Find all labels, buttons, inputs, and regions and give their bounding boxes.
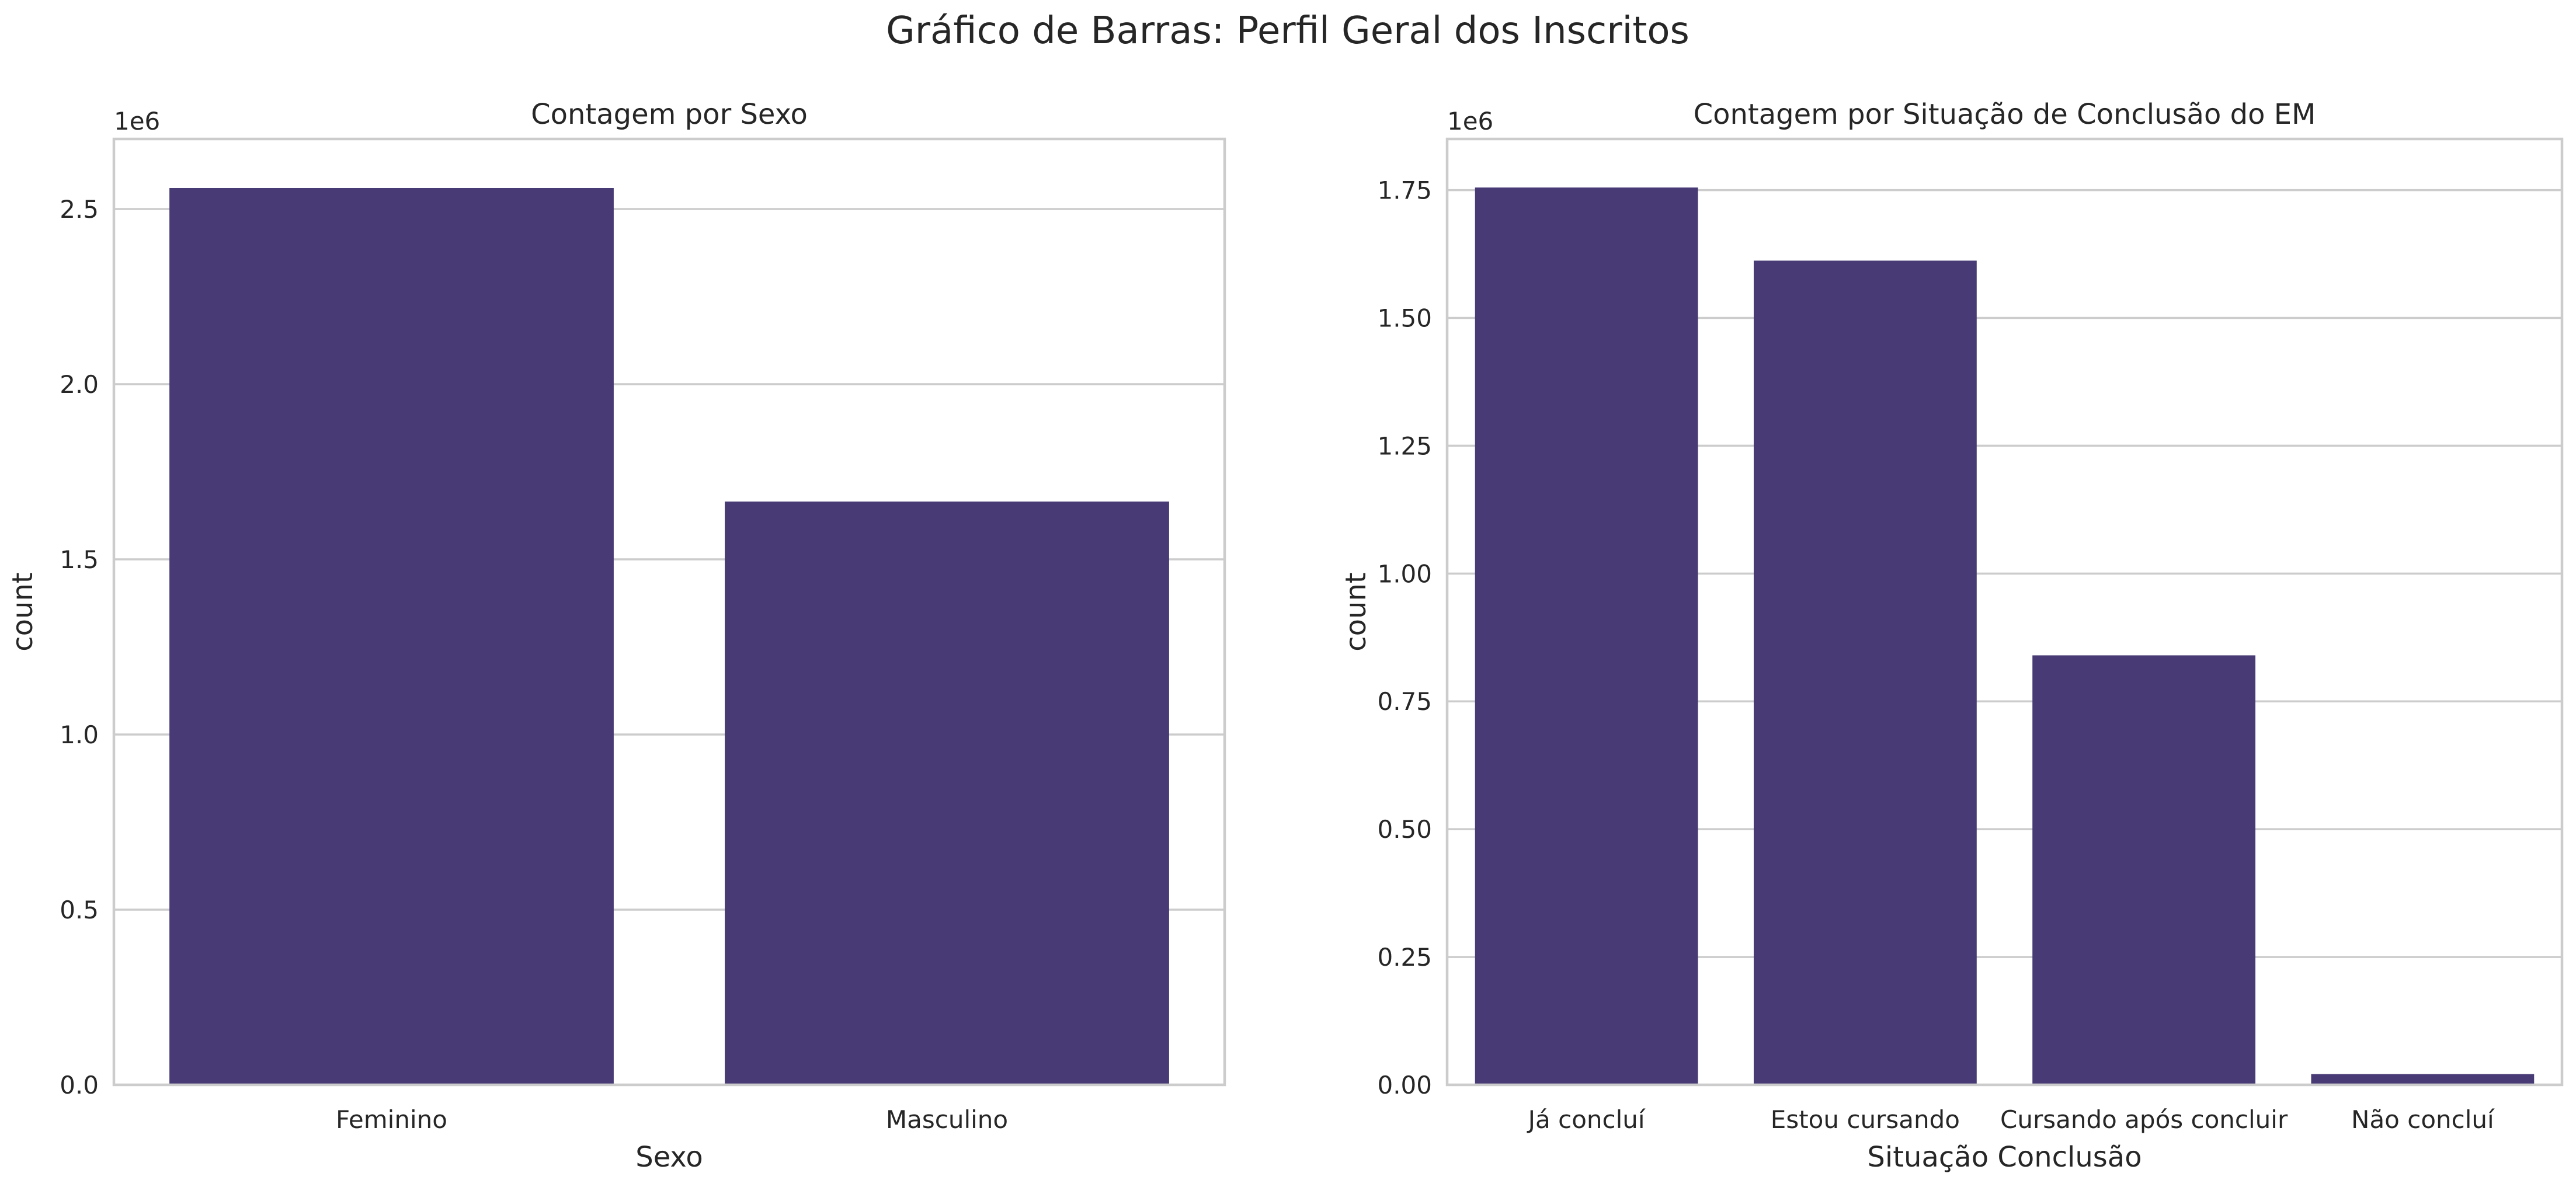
- y-axis-label: count: [1340, 572, 1372, 651]
- y-tick-label: 1.25: [1377, 431, 1432, 460]
- y-tick-label: 0.0: [60, 1071, 99, 1099]
- y-axis-label: count: [6, 572, 39, 651]
- y-tick-label: 1.50: [1377, 304, 1432, 332]
- y-tick-label: 1.00: [1377, 559, 1432, 588]
- x-tick-label: Masculino: [886, 1105, 1008, 1134]
- y-tick-label: 0.5: [60, 896, 99, 924]
- y-tick-label: 0.50: [1377, 815, 1432, 844]
- chart-title: Contagem por Sexo: [531, 98, 808, 131]
- x-tick-label: Já concluí: [1527, 1105, 1646, 1134]
- chart-title: Contagem por Situação de Conclusão do EM: [1694, 98, 2316, 131]
- x-axis-label: Situação Conclusão: [1867, 1141, 2142, 1174]
- y-offset-label: 1e6: [1447, 107, 1493, 135]
- x-tick-label: Cursando após concluir: [2000, 1105, 2288, 1134]
- x-axis-label: Sexo: [635, 1141, 703, 1174]
- y-tick-label: 2.5: [60, 195, 99, 224]
- axes-frame: [112, 137, 1226, 1087]
- y-tick-label: 1.0: [60, 720, 99, 749]
- bar: [2311, 1074, 2535, 1085]
- y-tick-label: 1.75: [1377, 176, 1432, 205]
- x-tick-label: Estou cursando: [1771, 1105, 1960, 1134]
- x-tick-label: Feminino: [336, 1105, 447, 1134]
- bar: [1475, 187, 1698, 1085]
- chart-panel-situacao-conclusao: 0.00 0.25 0.50 0.75 1.00 1.25 1.50 1.75 Já concl…: [1340, 98, 2564, 1174]
- bar: [725, 502, 1169, 1085]
- y-tick-label: 0.25: [1377, 943, 1432, 972]
- y-tick-label: 0.00: [1377, 1071, 1432, 1099]
- axes-frame: [1445, 137, 2564, 1087]
- x-tick-label: Não concluí: [2351, 1105, 2495, 1134]
- y-tick-label: 0.75: [1377, 687, 1432, 716]
- y-offset-label: 1e6: [114, 107, 160, 135]
- bar: [2032, 655, 2256, 1085]
- bar: [1753, 260, 1977, 1085]
- y-tick-label: 1.5: [60, 545, 99, 574]
- figure-title: Gráfico de Barras: Perfil Geral dos Insc…: [886, 9, 1689, 53]
- y-tick-label: 2.0: [60, 370, 99, 399]
- chart-panel-sexo: 0.0 0.5 1.0 1.5 2.0 2.5 Feminino Masculino Conta…: [6, 98, 1226, 1174]
- bar: [169, 188, 614, 1085]
